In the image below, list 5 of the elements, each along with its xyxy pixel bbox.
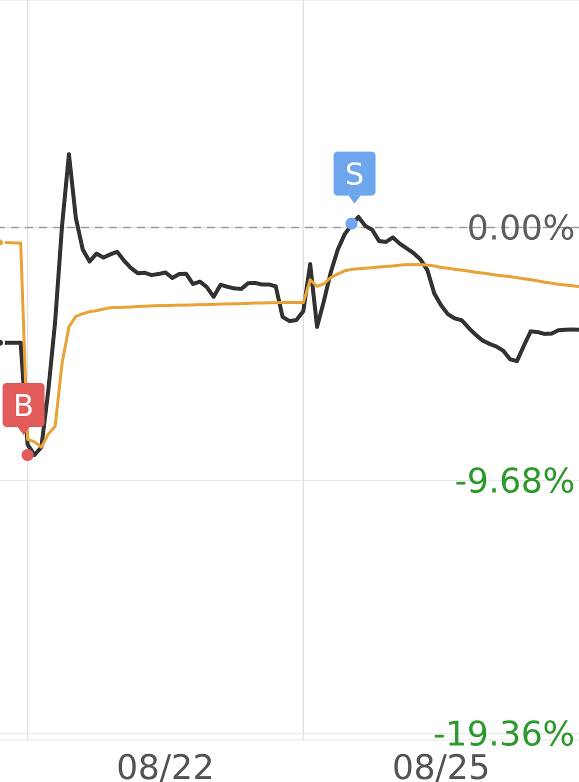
annotation: B xyxy=(13,388,34,424)
y-tick-label: -9.68% xyxy=(454,462,575,502)
x-tick-label: 08/22 xyxy=(116,748,214,782)
annotation: S xyxy=(345,157,364,192)
y-tick-label: 0.00% xyxy=(466,208,575,248)
